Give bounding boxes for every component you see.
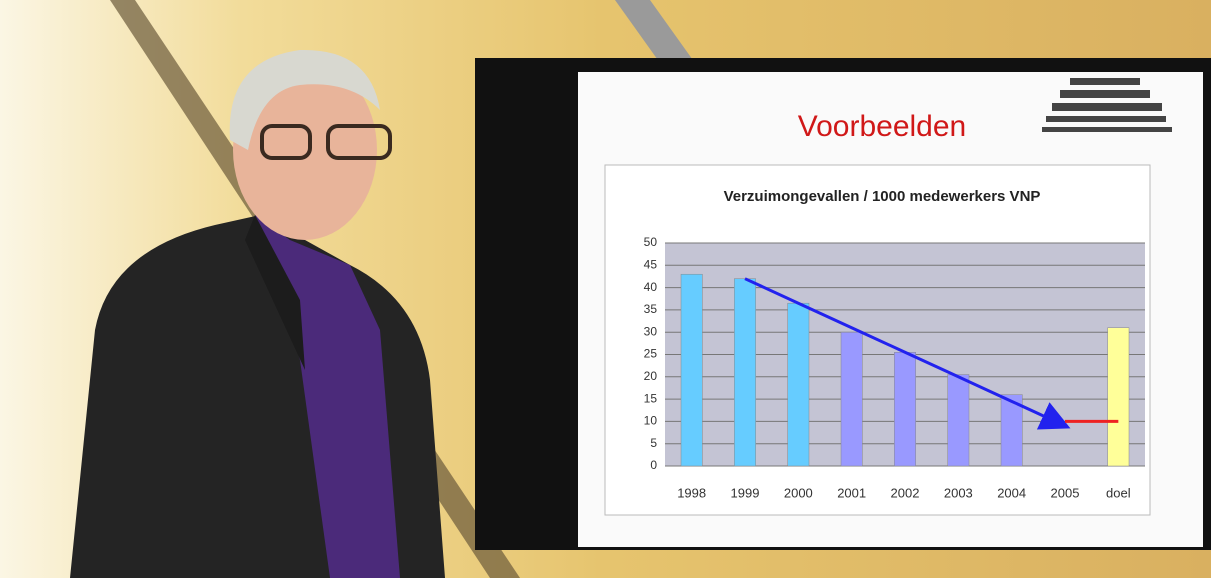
y-tick-label: 30 xyxy=(644,324,658,338)
x-tick-label: 2004 xyxy=(997,485,1026,500)
x-tick-label: 2000 xyxy=(784,485,813,500)
bar xyxy=(1108,328,1129,466)
x-tick-label: 2005 xyxy=(1051,485,1080,500)
bar xyxy=(788,303,809,466)
bar xyxy=(948,375,969,466)
y-tick-label: 5 xyxy=(650,436,657,450)
y-tick-label: 20 xyxy=(644,369,658,383)
x-tick-label: 2003 xyxy=(944,485,973,500)
chart-title: Verzuimongevallen / 1000 medewerkers VNP xyxy=(724,188,1041,205)
y-tick-label: 40 xyxy=(644,280,658,294)
x-tick-label: 2002 xyxy=(891,485,920,500)
bar xyxy=(681,274,702,466)
scene: Voorbeelden Verzuimongevallen / 1000 med… xyxy=(0,0,1211,578)
y-tick-label: 25 xyxy=(644,347,658,361)
y-tick-label: 0 xyxy=(650,458,657,472)
x-tick-label: doel xyxy=(1106,485,1131,500)
bar xyxy=(894,352,915,466)
y-tick-label: 15 xyxy=(644,391,658,405)
x-tick-label: 1999 xyxy=(731,485,760,500)
y-tick-label: 10 xyxy=(644,414,658,428)
bar xyxy=(841,332,862,466)
bar xyxy=(734,279,755,466)
y-tick-label: 50 xyxy=(644,235,658,249)
page: {"slide": {"title": "Voorbeelden"}, "cha… xyxy=(0,0,1211,578)
x-tick-label: 1998 xyxy=(677,485,706,500)
slide-title: Voorbeelden xyxy=(798,110,967,143)
y-tick-label: 35 xyxy=(644,302,658,316)
y-tick-label: 45 xyxy=(644,257,658,271)
x-tick-label: 2001 xyxy=(837,485,866,500)
